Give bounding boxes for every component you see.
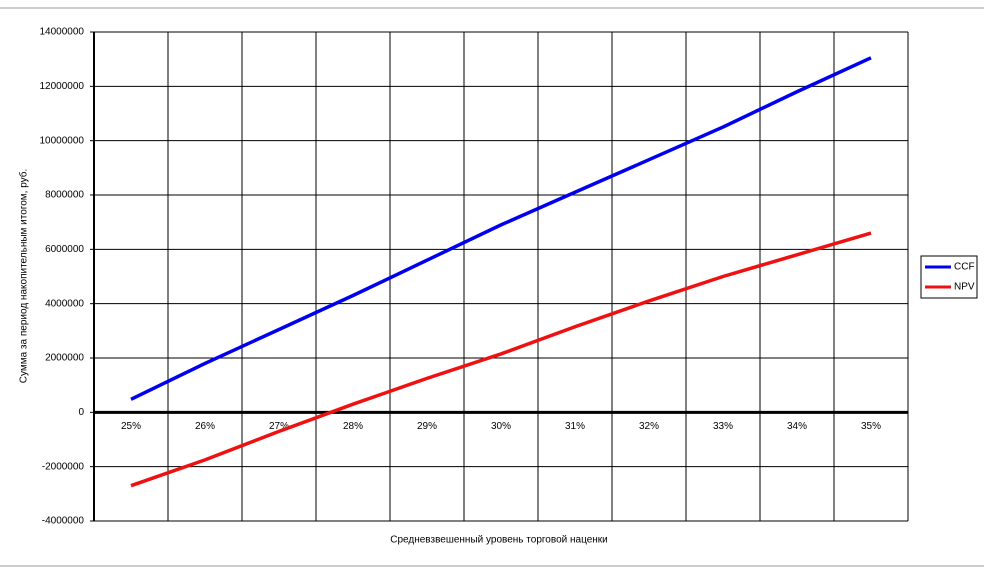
series-line (130, 56, 872, 401)
x-tick-label: 28% (343, 421, 363, 432)
legend-label: NPV (954, 282, 975, 293)
series-line (130, 231, 872, 488)
x-tick-label: 30% (491, 421, 511, 432)
y-tick-label: -4000000 (42, 516, 85, 527)
x-tick-label: 31% (565, 421, 585, 432)
y-tick-label: 10000000 (40, 135, 85, 146)
x-tick-label: 34% (787, 421, 807, 432)
legend-box (920, 255, 978, 299)
y-tick-label: 4000000 (45, 298, 84, 309)
x-tick-label: 25% (121, 421, 141, 432)
legend-label: CCF (954, 262, 975, 273)
x-tick-label: 32% (639, 421, 659, 432)
y-tick-label: 12000000 (40, 81, 85, 92)
x-tick-label: 27% (269, 421, 289, 432)
y-tick-label: 14000000 (40, 27, 85, 38)
x-tick-label: 35% (861, 421, 881, 432)
y-tick-label: 2000000 (45, 353, 84, 364)
y-axis-title: Сумма за период накопительным итогом, ру… (18, 169, 30, 384)
x-axis-title: Средневзвешенный уровень торговой наценк… (390, 535, 608, 546)
y-tick-label: -2000000 (42, 461, 85, 472)
x-tick-label: 26% (195, 421, 215, 432)
y-tick-label: 6000000 (45, 244, 84, 255)
x-tick-label: 29% (417, 421, 437, 432)
x-tick-label: 33% (713, 421, 733, 432)
y-tick-label: 8000000 (45, 190, 84, 201)
y-tick-label: 0 (78, 407, 84, 418)
